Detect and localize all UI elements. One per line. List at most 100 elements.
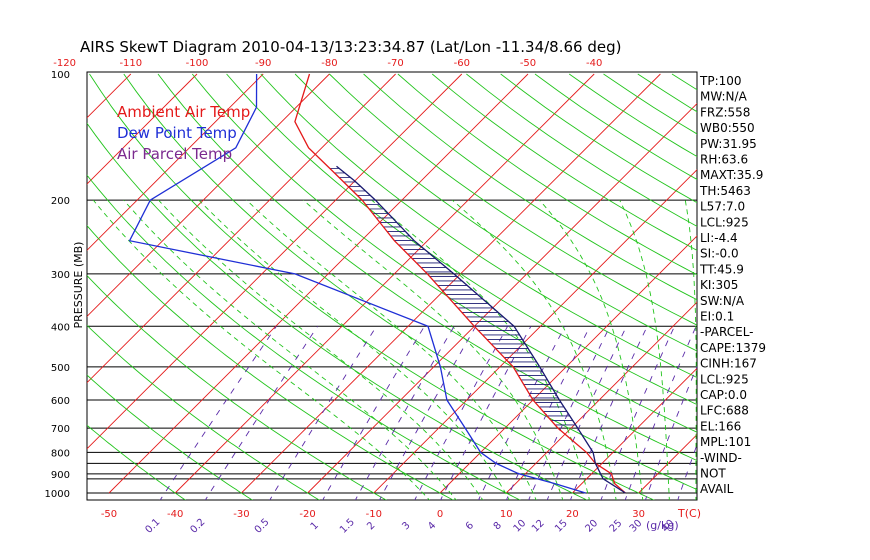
pressure-tick-label: 600 xyxy=(51,396,70,407)
top-temp-tick-label: -60 xyxy=(454,58,470,69)
mixing-ratio-tick-label: 2 xyxy=(365,520,377,532)
mixing-ratio-line xyxy=(505,326,591,500)
bottom-temp-tick-label: 10 xyxy=(500,509,513,520)
mixing-ratio-tick-label: 6 xyxy=(464,520,476,532)
moist-adiabat-line xyxy=(539,199,644,500)
x-axis-unit: T(C) xyxy=(677,507,701,520)
pressure-tick-label: 1000 xyxy=(45,489,70,500)
top-temp-tick-label: -40 xyxy=(586,58,602,69)
stat-entry: L57:7.0 xyxy=(700,200,745,214)
stat-entry: LI:-4.4 xyxy=(700,231,738,245)
top-temp-tick-label: -100 xyxy=(186,58,209,69)
mixing-ratio-line xyxy=(354,326,455,500)
isotherm-line xyxy=(572,367,697,494)
profile-line-parcel xyxy=(336,165,626,494)
isotherm-line xyxy=(87,73,330,318)
stat-entry: NOT xyxy=(700,467,726,481)
profile-line-temperature xyxy=(294,73,626,494)
stat-entry: MW:N/A xyxy=(700,90,748,104)
dry-adiabat-line xyxy=(157,73,697,462)
pressure-tick-label: 100 xyxy=(51,70,70,81)
dry-adiabat-line xyxy=(431,73,697,251)
top-temp-tick-label: -80 xyxy=(321,58,337,69)
stat-entry: MAXT:35.9 xyxy=(700,168,763,182)
stat-entry: EL:166 xyxy=(700,419,741,433)
mixing-ratio-unit: (g/kg) xyxy=(646,519,679,532)
stat-entry: CAPE:1379 xyxy=(700,341,766,355)
isotherm-line xyxy=(241,73,661,494)
mixing-ratio-tick-label: 1.5 xyxy=(338,517,357,536)
top-temperature-axis: -120 -110 -100 -90 -80 -70 -60 -50 -40 xyxy=(53,58,602,69)
mixing-ratio-tick-label: 0.5 xyxy=(253,517,272,536)
stat-entry: TH:5463 xyxy=(699,184,751,198)
mixing-ratio-line xyxy=(440,326,532,500)
dry-adiabat-line xyxy=(87,324,321,500)
dry-adiabat-line xyxy=(87,374,254,500)
mixing-ratio-tick-label: 0.2 xyxy=(188,517,207,536)
isotherm-line xyxy=(87,73,264,251)
pressure-tick-label: 400 xyxy=(51,322,70,333)
mixing-ratio-tick-label: 3 xyxy=(400,520,412,532)
stat-entry: LCL:925 xyxy=(700,372,749,386)
mixing-ratio-tick-label: 1 xyxy=(309,520,321,532)
pressure-axis: 100 200 300 400 500 600 700 800 900 1000 xyxy=(45,70,70,500)
mixing-ratio-tick-label: 12 xyxy=(530,518,547,535)
mixing-ratio-tick-label: 0.1 xyxy=(143,517,162,536)
pressure-tick-label: 900 xyxy=(51,470,70,481)
dry-adiabat-line xyxy=(500,73,697,204)
dry-adiabat-line xyxy=(741,74,870,502)
stat-entry: RH:63.6 xyxy=(700,153,748,167)
mixing-ratio-tick-label: 8 xyxy=(492,520,504,532)
moist-adiabat-line xyxy=(303,199,564,500)
moist-adiabat-line xyxy=(619,199,670,500)
stat-entry: FRZ:558 xyxy=(700,105,750,119)
bottom-temp-tick-label: 30 xyxy=(632,509,645,520)
dry-adiabat-line xyxy=(87,225,455,500)
top-temp-tick-label: -90 xyxy=(255,58,271,69)
stat-entry: TP:100 xyxy=(699,74,742,88)
dry-adiabat-line xyxy=(226,73,697,406)
isotherm-line xyxy=(87,73,396,384)
mixing-ratio-line xyxy=(269,326,377,500)
top-temp-tick-label: -70 xyxy=(387,58,403,69)
stat-entry: SI:-0.0 xyxy=(700,247,739,261)
pressure-tick-label: 200 xyxy=(51,196,70,207)
moist-adiabat-line xyxy=(198,199,511,500)
dry-adiabat-line xyxy=(397,73,697,276)
stat-entry: SW:N/A xyxy=(700,294,745,308)
dry-adiabat-line xyxy=(363,73,697,301)
pressure-tick-label: 800 xyxy=(51,448,70,459)
mixing-ratio-line xyxy=(546,326,627,500)
mixing-ratio-line xyxy=(569,326,648,500)
legend: Ambient Air Temp Dew Point Temp Air Parcel… xyxy=(117,103,250,163)
pressure-tick-label: 700 xyxy=(51,424,70,435)
dry-adiabat-line xyxy=(87,274,388,500)
bottom-temperature-axis: -50 -40 -30 -20 -10 0 10 20 30 xyxy=(101,509,645,520)
top-temp-tick-label: -110 xyxy=(119,58,142,69)
mixing-ratio-tick-label: 15 xyxy=(553,518,570,535)
stat-entry: CAP:0.0 xyxy=(700,388,747,402)
dry-adiabat-line xyxy=(329,73,697,326)
isotherm-line xyxy=(505,301,697,494)
bottom-temp-tick-label: 20 xyxy=(566,509,579,520)
stat-entry: EI:0.1 xyxy=(700,310,734,324)
mixing-ratio-axis: 0.1 0.2 0.5 1 1.5 2 3 4 6 8 10 12 15 20 25 30 40 xyxy=(143,517,676,536)
bottom-temp-tick-label: -50 xyxy=(101,509,117,520)
moist-adiabat-line xyxy=(452,199,617,500)
stat-entry: WB0:550 xyxy=(700,121,755,135)
pressure-tick-label: 300 xyxy=(51,270,70,281)
top-temp-tick-label: -50 xyxy=(520,58,536,69)
mixing-ratio-tick-label: 30 xyxy=(628,518,645,535)
stat-entry: KI:305 xyxy=(700,278,738,292)
mixing-ratio-line xyxy=(528,326,611,500)
stat-entry: TT:45.9 xyxy=(699,262,744,276)
isotherm-line xyxy=(307,102,697,494)
bottom-temp-tick-label: -30 xyxy=(233,509,249,520)
dry-adiabat-line xyxy=(260,73,697,379)
stat-entry: AVAIL xyxy=(700,482,734,496)
isotherm-line xyxy=(174,73,595,494)
stat-entry: -WIND- xyxy=(700,451,742,465)
mixing-ratio-line xyxy=(204,326,318,500)
stat-entry: -PARCEL- xyxy=(700,325,754,339)
